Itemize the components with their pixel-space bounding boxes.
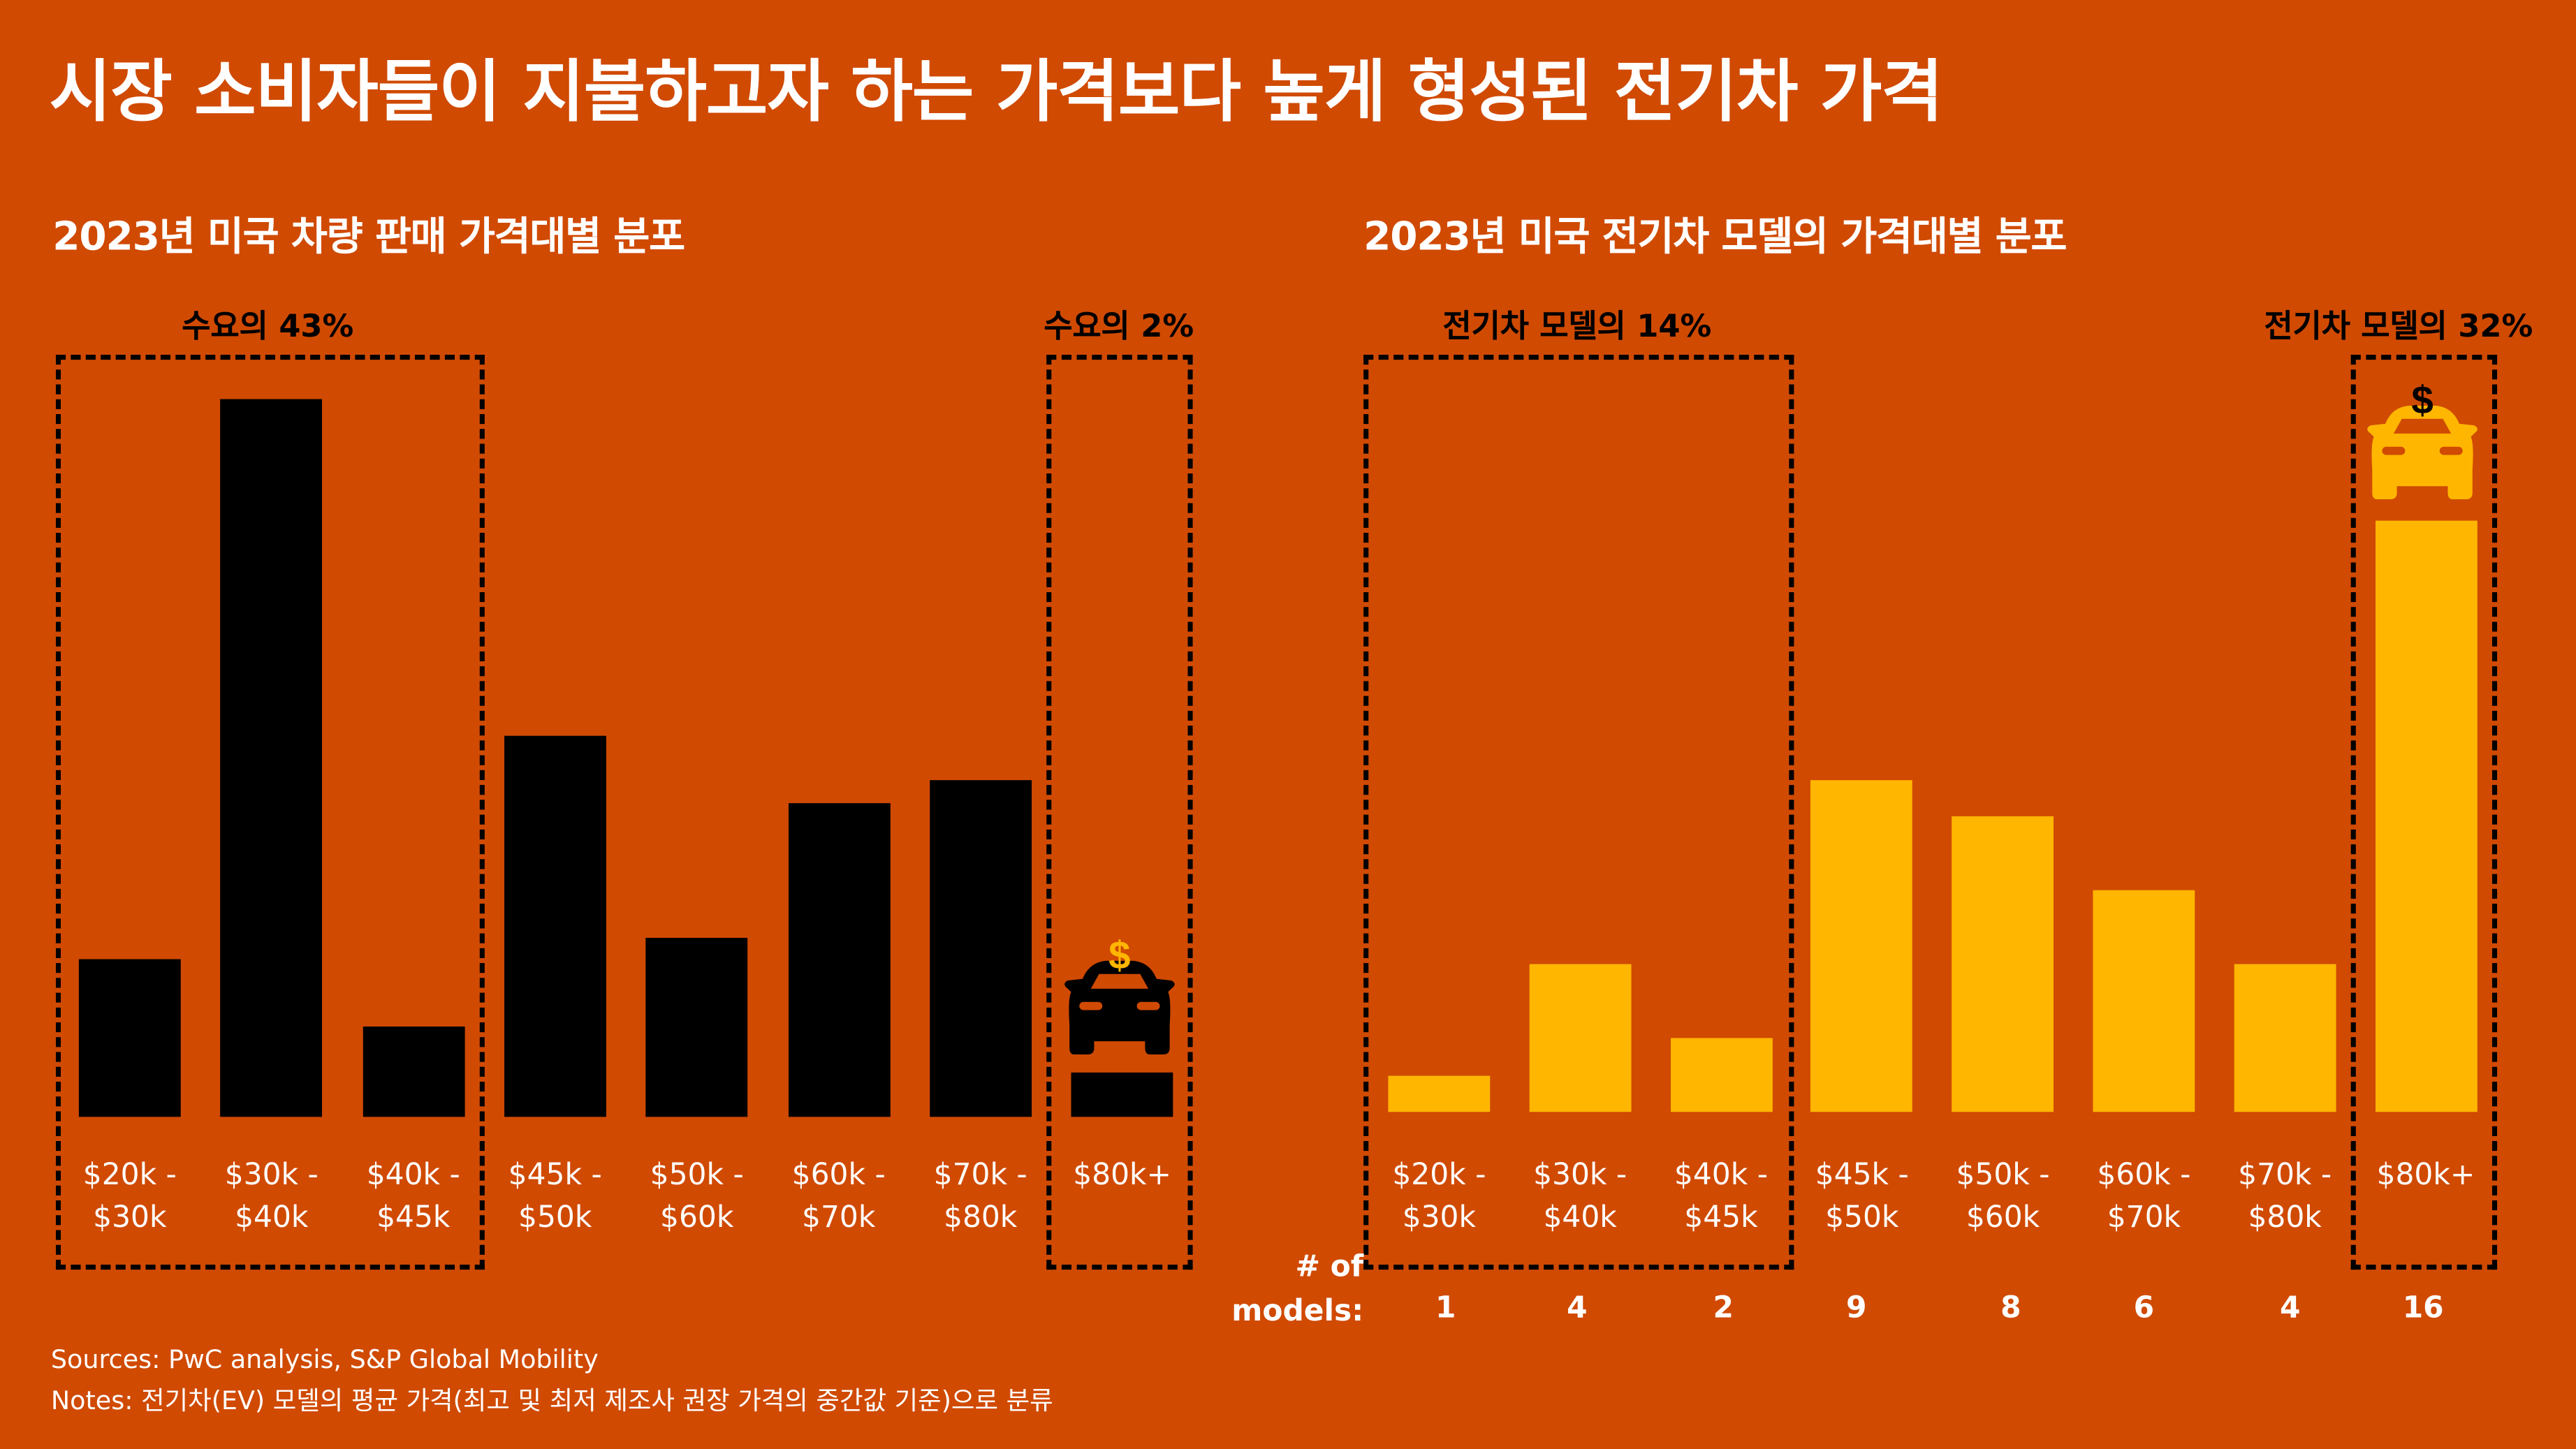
left-chart-title: 2023년 미국 차량 판매 가격대별 분포 bbox=[52, 213, 685, 260]
x-tick-line: $80k bbox=[944, 1200, 1018, 1235]
page-title: 시장 소비자들이 지불하고자 하는 가격보다 높게 형성된 전기차 가격 bbox=[49, 52, 1944, 132]
x-tick-line: $30k bbox=[93, 1200, 167, 1235]
ev-models-bar bbox=[1952, 816, 2054, 1112]
x-tick-label: $20k - $30k bbox=[56, 1154, 204, 1240]
demand-bar bbox=[929, 780, 1032, 1117]
x-tick-label: $70k - $80k bbox=[2211, 1154, 2359, 1240]
x-tick-line: $50k bbox=[1825, 1200, 1899, 1235]
x-tick-line: $60k - bbox=[2097, 1158, 2191, 1193]
model-count-label: 8 bbox=[2000, 1290, 2021, 1326]
demand-43-label: 수요의 43% bbox=[182, 309, 354, 345]
x-tick-line: $70k bbox=[802, 1200, 876, 1235]
demand-bar bbox=[78, 959, 181, 1117]
x-tick-line: $20k - bbox=[82, 1158, 177, 1193]
x-tick-label: $45k - $50k bbox=[481, 1154, 629, 1240]
svg-text:$: $ bbox=[2411, 378, 2433, 422]
x-tick-label: $70k - $80k bbox=[907, 1154, 1055, 1240]
x-tick-label: $80k+ bbox=[1048, 1154, 1196, 1240]
x-tick-line: $40k bbox=[235, 1200, 309, 1235]
x-tick-line: $45k - bbox=[1815, 1158, 1909, 1193]
x-tick-label: $40k - $45k bbox=[1647, 1154, 1795, 1240]
demand-bar bbox=[645, 937, 748, 1117]
ev-models-bar bbox=[1670, 1038, 1772, 1112]
x-tick-line: $20k - bbox=[1392, 1158, 1486, 1193]
x-tick-line: $50k - bbox=[650, 1158, 744, 1193]
x-tick-line: $80k+ bbox=[1073, 1158, 1172, 1193]
x-tick-label: $80k+ bbox=[2352, 1154, 2500, 1240]
x-tick-line: $40k - bbox=[366, 1158, 460, 1193]
model-count-label: 6 bbox=[2133, 1290, 2155, 1326]
x-tick-line: $50k - bbox=[1956, 1158, 2050, 1193]
sources-note: Sources: PwC analysis, S&P Global Mobili… bbox=[50, 1345, 599, 1375]
notes: Notes: 전기차(EV) 모델의 평균 가격(최고 및 최저 제조사 권장 … bbox=[50, 1386, 1053, 1416]
x-tick-line: $50k bbox=[518, 1200, 592, 1235]
demand-2-label: 수요의 2% bbox=[1044, 309, 1194, 345]
x-tick-label: $30k - $40k bbox=[1506, 1154, 1654, 1240]
x-tick-line: $80k+ bbox=[2376, 1158, 2475, 1193]
demand-2-box bbox=[1046, 355, 1193, 1270]
x-tick-line: $80k bbox=[2248, 1200, 2322, 1235]
x-tick-line bbox=[1048, 1198, 1196, 1240]
models-count-header: # of models: bbox=[1215, 1245, 1363, 1334]
x-tick-label: $45k - $50k bbox=[1788, 1154, 1936, 1240]
x-tick-label: $40k - $45k bbox=[339, 1154, 488, 1240]
car-dollar-icon: $ bbox=[2367, 378, 2478, 500]
x-tick-line: $45k bbox=[1684, 1200, 1758, 1235]
model-count-label: 4 bbox=[2279, 1290, 2301, 1326]
right-chart-title: 2023년 미국 전기차 모델의 가격대별 분포 bbox=[1363, 213, 2067, 260]
models-header-line1: # of bbox=[1295, 1249, 1364, 1285]
models-header-line2: models: bbox=[1231, 1294, 1364, 1329]
x-tick-line: $60k - bbox=[791, 1158, 886, 1193]
x-tick-line: $30k - bbox=[224, 1158, 319, 1193]
x-tick-line: $60k bbox=[660, 1200, 734, 1235]
ev-32-label: 전기차 모델의 32% bbox=[2264, 309, 2533, 345]
ev-32-box bbox=[2350, 355, 2498, 1270]
x-tick-line bbox=[2352, 1198, 2500, 1240]
model-count-label: 1 bbox=[1435, 1290, 1456, 1326]
demand-bar bbox=[787, 802, 890, 1117]
demand-bar bbox=[1071, 1072, 1173, 1117]
x-tick-label: $30k - $40k bbox=[198, 1154, 346, 1240]
car-dollar-icon: $ bbox=[1064, 934, 1175, 1054]
x-tick-line: $30k - bbox=[1533, 1158, 1627, 1193]
ev-14-box bbox=[1363, 355, 1794, 1270]
x-tick-label: $20k - $30k bbox=[1366, 1154, 1514, 1240]
demand-bar bbox=[220, 399, 323, 1117]
x-tick-line: $45k - bbox=[508, 1158, 602, 1193]
x-tick-label: $50k - $60k bbox=[623, 1154, 771, 1240]
ev-models-bar bbox=[2234, 964, 2336, 1112]
x-tick-line: $70k - bbox=[933, 1158, 1027, 1193]
x-tick-line: $40k - bbox=[1674, 1158, 1768, 1193]
ev-14-label: 전기차 모델의 14% bbox=[1442, 309, 1712, 345]
x-tick-line: $45k bbox=[376, 1200, 451, 1235]
demand-43-box bbox=[55, 355, 485, 1270]
ev-models-bar bbox=[1810, 779, 1913, 1112]
model-count-label: 4 bbox=[1567, 1290, 1588, 1326]
x-tick-line: $70k bbox=[2107, 1200, 2181, 1235]
x-tick-label: $50k - $60k bbox=[1929, 1154, 2077, 1240]
demand-bar bbox=[362, 1027, 464, 1117]
model-count-label: 2 bbox=[1713, 1290, 1734, 1326]
x-tick-line: $70k - bbox=[2238, 1158, 2332, 1193]
x-tick-label: $60k - $70k bbox=[2070, 1154, 2218, 1240]
ev-models-bar bbox=[2375, 520, 2477, 1112]
ev-models-bar bbox=[2093, 890, 2195, 1112]
model-count-label: 16 bbox=[2402, 1290, 2444, 1326]
x-tick-line: $40k bbox=[1543, 1200, 1617, 1235]
ev-models-bar bbox=[1388, 1075, 1491, 1112]
ev-models-bar bbox=[1529, 964, 1632, 1112]
model-count-label: 9 bbox=[1846, 1290, 1867, 1326]
x-tick-line: $60k bbox=[1966, 1200, 2040, 1235]
x-tick-line: $30k bbox=[1402, 1200, 1477, 1235]
x-tick-label: $60k - $70k bbox=[765, 1154, 913, 1240]
demand-bar bbox=[504, 735, 606, 1117]
svg-text:$: $ bbox=[1108, 934, 1130, 978]
